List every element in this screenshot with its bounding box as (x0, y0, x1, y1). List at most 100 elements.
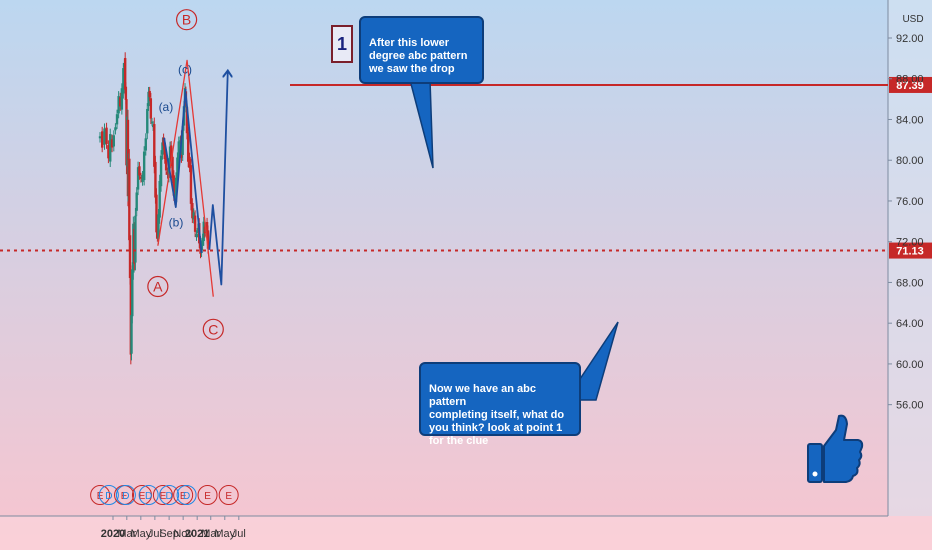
candle-body (136, 167, 140, 190)
event-marker (138, 485, 159, 505)
event-marker-label: E (204, 491, 211, 502)
event-marker (98, 485, 119, 505)
event-marker (176, 485, 197, 505)
candle-body (110, 139, 114, 148)
candle-body (192, 212, 195, 220)
wave-label-circle (176, 9, 198, 31)
candle-body (130, 315, 133, 354)
time-tick-label: Mar (117, 528, 136, 540)
wave-label: C (208, 321, 218, 337)
wave-line-projection (208, 72, 227, 286)
wave-line-sub-wave-abc (163, 88, 187, 208)
event-marker (218, 485, 239, 505)
candle-body (155, 194, 158, 233)
time-tick-label: Sep (159, 528, 179, 540)
time-tick-label: Mar (201, 528, 220, 540)
candle-body (141, 174, 144, 182)
candle-body (191, 202, 194, 219)
event-marker (115, 485, 136, 505)
candle-body (103, 128, 106, 145)
event-marker (152, 485, 173, 505)
candle-body (107, 145, 110, 159)
candle-body (150, 121, 154, 123)
price-level-tag: 71.13 (889, 242, 932, 259)
candle-body (181, 126, 184, 155)
event-marker-label: E (160, 491, 167, 502)
price-level-label: 71.13 (896, 246, 924, 258)
candle-body (169, 145, 173, 162)
candle-body (187, 132, 190, 162)
candle-body (134, 215, 137, 263)
event-marker-label: E (139, 491, 146, 502)
event-markers: E D ED E D E D ED E E (90, 485, 239, 505)
time-tick-label: Nov (173, 528, 193, 540)
time-tick-label: May (214, 528, 235, 540)
candle-body (115, 114, 119, 125)
callout-bottom: Now we have an abc pattern completing it… (419, 362, 581, 447)
candle-body (128, 235, 132, 279)
candle-body (177, 141, 180, 163)
candle-body (166, 171, 169, 175)
candle-body (124, 86, 128, 100)
price-tick-label: 76.00 (896, 196, 924, 208)
wave-lines (157, 59, 228, 297)
candle-body (123, 58, 127, 90)
candle-body (193, 215, 197, 232)
candle-body (109, 134, 112, 162)
horizontal-levels: 87.39 71.13 (0, 76, 932, 259)
candle-body (172, 175, 176, 196)
price-tick-label: 56.00 (896, 400, 924, 412)
candle-body (189, 165, 193, 204)
event-marker-label: D (122, 491, 129, 502)
candle-body (119, 97, 122, 107)
candle-body (144, 138, 147, 151)
thumbs-up-icon (807, 414, 864, 483)
price-tick-label: 84.00 (896, 114, 924, 126)
candle-body (131, 269, 134, 317)
event-marker-label: D (183, 491, 190, 502)
candle-body (162, 137, 165, 146)
wave-label: B (182, 12, 191, 28)
event-marker-label: D (105, 491, 112, 502)
event-marker-label: D (145, 491, 152, 502)
candle-body (149, 98, 153, 119)
price-tick-label: 92.00 (896, 33, 924, 45)
price-tick-label: 64.00 (896, 318, 924, 330)
candle-body (147, 91, 150, 107)
candle-body (138, 166, 141, 176)
wave-label-circle (202, 318, 224, 340)
candle-body (120, 88, 124, 110)
time-tick-label: Jul (148, 528, 162, 540)
price-tick-label: 72.00 (896, 237, 924, 249)
candle-body (196, 227, 200, 234)
candle-body (158, 180, 161, 218)
candle-body (122, 68, 125, 94)
wave-label: (c) (178, 63, 192, 77)
price-axis-unit: USD (902, 14, 923, 25)
price-tick-label: 68.00 (896, 277, 924, 289)
time-tick-label: Jul (232, 528, 246, 540)
candle-body (163, 142, 166, 160)
candle-body (195, 234, 198, 238)
event-marker (197, 485, 218, 505)
candle-body (154, 161, 157, 198)
wave-labels: A B C (a) (b) (c) (147, 9, 224, 340)
candle-body (142, 151, 146, 181)
callout-top-text: After this lower degree abc pattern we s… (369, 37, 468, 75)
candle-body (188, 156, 191, 169)
time-tick-label: 2020 (101, 528, 125, 540)
wave-line-abc-completion (184, 92, 203, 253)
wave-line-wave-A-B (157, 59, 214, 297)
time-tick-label: 2021 (185, 528, 209, 540)
price-tick-label: 88.00 (896, 74, 924, 86)
event-marker (173, 485, 194, 505)
price-tick-label: 80.00 (896, 155, 924, 167)
candle-body (105, 127, 108, 144)
candle-body (126, 119, 130, 197)
price-axis: USD 92.00 88.00 84.00 80.00 76.00 72.00 68.00 64… (888, 14, 924, 412)
event-marker-label: E (225, 491, 232, 502)
